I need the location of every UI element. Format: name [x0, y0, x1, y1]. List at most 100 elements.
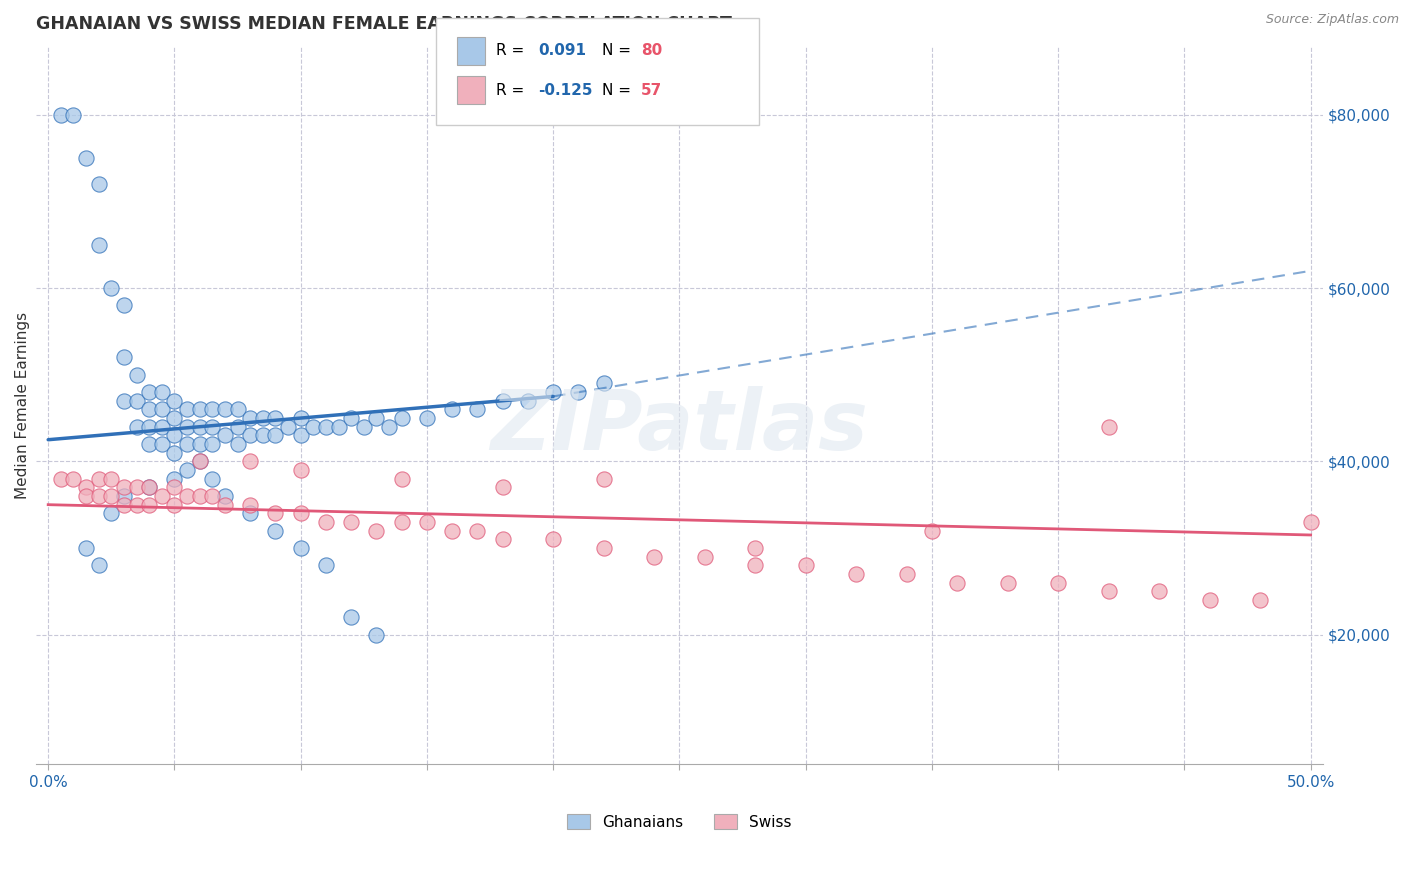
Point — [138, 419, 160, 434]
Point — [112, 498, 135, 512]
Point — [62, 108, 84, 122]
Point — [416, 411, 439, 425]
Point — [163, 446, 186, 460]
Text: Source: ZipAtlas.com: Source: ZipAtlas.com — [1265, 13, 1399, 27]
Point — [277, 419, 299, 434]
Point — [1198, 593, 1220, 607]
Point — [112, 489, 135, 503]
Point — [138, 437, 160, 451]
Point — [188, 454, 211, 468]
Point — [201, 489, 224, 503]
Text: 57: 57 — [641, 84, 662, 98]
Point — [315, 419, 337, 434]
Point — [239, 498, 262, 512]
Point — [138, 480, 160, 494]
Point — [492, 480, 515, 494]
Point — [946, 575, 969, 590]
Point — [744, 558, 766, 573]
Point — [125, 419, 148, 434]
Point — [176, 489, 198, 503]
Point — [302, 419, 325, 434]
Point — [49, 108, 72, 122]
Point — [112, 351, 135, 365]
Point — [1098, 584, 1121, 599]
Point — [214, 498, 236, 512]
Point — [75, 489, 97, 503]
Text: N =: N = — [602, 84, 636, 98]
Point — [226, 419, 249, 434]
Point — [264, 428, 287, 442]
Point — [592, 541, 614, 555]
Point — [188, 402, 211, 417]
Point — [492, 393, 515, 408]
Point — [75, 151, 97, 165]
Point — [226, 437, 249, 451]
Text: -0.125: -0.125 — [538, 84, 593, 98]
Point — [87, 238, 110, 252]
Point — [163, 411, 186, 425]
Point — [150, 402, 173, 417]
Point — [62, 472, 84, 486]
Point — [921, 524, 943, 538]
Point — [100, 489, 122, 503]
Point — [1147, 584, 1170, 599]
Point — [239, 506, 262, 520]
Point — [163, 393, 186, 408]
Point — [1047, 575, 1070, 590]
Point — [239, 454, 262, 468]
Point — [567, 385, 589, 400]
Text: GHANAIAN VS SWISS MEDIAN FEMALE EARNINGS CORRELATION CHART: GHANAIAN VS SWISS MEDIAN FEMALE EARNINGS… — [35, 15, 731, 33]
Point — [290, 506, 312, 520]
Point — [138, 402, 160, 417]
Point — [201, 437, 224, 451]
Point — [541, 385, 564, 400]
Point — [340, 411, 363, 425]
Point — [391, 411, 413, 425]
Point — [75, 480, 97, 494]
Point — [87, 178, 110, 192]
Point — [100, 506, 122, 520]
Point — [176, 419, 198, 434]
Text: R =: R = — [496, 44, 530, 58]
Point — [214, 428, 236, 442]
Text: 80: 80 — [641, 44, 662, 58]
Point — [176, 463, 198, 477]
Point — [176, 437, 198, 451]
Point — [366, 411, 388, 425]
Point — [896, 566, 918, 581]
Point — [100, 472, 122, 486]
Point — [150, 437, 173, 451]
Point — [125, 368, 148, 382]
Point — [125, 480, 148, 494]
Point — [49, 472, 72, 486]
Legend: Ghanaians, Swiss: Ghanaians, Swiss — [561, 808, 797, 836]
Text: 0.091: 0.091 — [538, 44, 586, 58]
Point — [997, 575, 1019, 590]
Point — [125, 393, 148, 408]
Point — [150, 385, 173, 400]
Text: R =: R = — [496, 84, 530, 98]
Point — [214, 402, 236, 417]
Point — [214, 489, 236, 503]
Point — [592, 376, 614, 391]
Text: ZIPatlas: ZIPatlas — [491, 386, 869, 467]
Point — [845, 566, 868, 581]
Point — [188, 437, 211, 451]
Point — [138, 480, 160, 494]
Point — [239, 411, 262, 425]
Point — [794, 558, 817, 573]
Point — [188, 454, 211, 468]
Point — [391, 472, 413, 486]
Point — [315, 515, 337, 529]
Point — [163, 480, 186, 494]
Point — [163, 472, 186, 486]
Point — [290, 428, 312, 442]
Point — [290, 411, 312, 425]
Point — [87, 472, 110, 486]
Point — [643, 549, 665, 564]
Point — [264, 411, 287, 425]
Point — [138, 498, 160, 512]
Point — [391, 515, 413, 529]
Point — [176, 402, 198, 417]
Text: N =: N = — [602, 44, 636, 58]
